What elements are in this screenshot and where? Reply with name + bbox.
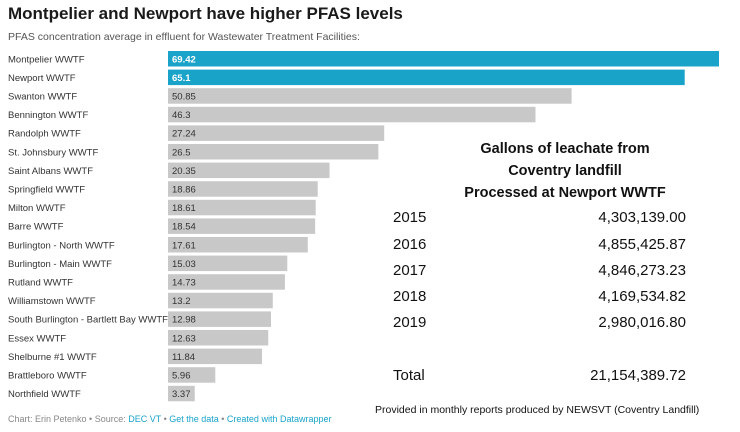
bar-value-label: 18.86 xyxy=(172,184,196,195)
footer-separator: • xyxy=(161,414,170,424)
category-label: Swanton WWTF xyxy=(8,91,77,102)
bar-value-label: 69.42 xyxy=(172,54,196,65)
datawrapper-link[interactable]: Created with Datawrapper xyxy=(226,414,332,424)
get-data-link[interactable]: Get the data xyxy=(169,414,219,424)
bar[interactable] xyxy=(168,311,272,327)
category-label: St. Johnsbury WWTF xyxy=(8,147,98,158)
bar-value-label: 18.61 xyxy=(172,203,196,214)
bar-value-label: 12.98 xyxy=(172,315,196,326)
bar[interactable] xyxy=(168,162,330,179)
category-label: Burlington - Main WWTF xyxy=(8,259,112,270)
chart-subtitle: PFAS concentration average in effluent f… xyxy=(8,31,360,43)
category-label: Bennington WWTF xyxy=(8,110,88,121)
footer-credit: Chart: Erin Petenko • Source: xyxy=(8,414,129,424)
source-link[interactable]: DEC VT xyxy=(128,414,162,424)
bar-value-label: 12.63 xyxy=(172,333,196,344)
bar[interactable] xyxy=(168,181,318,197)
category-label: Burlington - North WWTF xyxy=(8,240,115,251)
category-label: Montpelier WWTF xyxy=(8,54,85,65)
footer-separator: • xyxy=(218,414,227,424)
chart-title: Montpelier and Newport have higher PFAS … xyxy=(8,4,403,23)
bar-value-label: 65.1 xyxy=(172,73,191,84)
bar[interactable] xyxy=(168,218,316,234)
bar-value-label: 11.84 xyxy=(172,352,195,363)
bar[interactable] xyxy=(168,255,288,272)
bar-value-label: 13.2 xyxy=(172,296,191,307)
chart-footer: Chart: Erin Petenko • Source: DEC VT • G… xyxy=(8,414,331,424)
bar[interactable] xyxy=(168,330,269,346)
bar[interactable] xyxy=(168,144,379,160)
category-label: Randolph WWTF xyxy=(8,129,81,140)
bar[interactable] xyxy=(168,125,385,141)
bar-value-label: 46.3 xyxy=(172,110,191,121)
bar-value-label: 18.54 xyxy=(172,222,196,233)
category-label: Milton WWTF xyxy=(8,203,66,214)
bar-value-label: 14.73 xyxy=(172,277,196,288)
leachate-source-note: Provided in monthly reports produced by … xyxy=(375,404,700,416)
category-label: Shelburne #1 WWTF xyxy=(8,352,97,363)
bar-value-label: 5.96 xyxy=(172,370,191,381)
category-label: Williamstown WWTF xyxy=(8,296,96,307)
category-label: South Burlington - Bartlett Bay WWTF xyxy=(8,315,168,326)
bar[interactable] xyxy=(168,292,273,309)
bar-value-label: 27.24 xyxy=(172,129,196,140)
bar-value-label: 20.35 xyxy=(172,166,196,177)
category-label: Barre WWTF xyxy=(8,222,64,233)
bar[interactable] xyxy=(168,274,285,290)
bar[interactable] xyxy=(168,88,572,104)
bar-value-label: 3.37 xyxy=(172,389,191,400)
category-label: Springfield WWTF xyxy=(8,184,85,195)
bar[interactable] xyxy=(168,367,216,383)
category-label: Rutland WWTF xyxy=(8,277,73,288)
bar[interactable] xyxy=(168,106,536,123)
category-label: Newport WWTF xyxy=(8,73,76,84)
category-label: Saint Albans WWTF xyxy=(8,166,93,177)
bar[interactable] xyxy=(168,51,719,67)
bar[interactable] xyxy=(168,199,316,216)
bar-value-label: 17.61 xyxy=(172,240,196,251)
bar-value-label: 15.03 xyxy=(172,259,196,270)
bar-chart: Montpelier WWTF 69.42 Newport WWTF 65.1 Swan… xyxy=(8,51,719,402)
category-label: Essex WWTF xyxy=(8,333,66,344)
bar-value-label: 50.85 xyxy=(172,91,196,102)
category-label: Brattleboro WWTF xyxy=(8,370,87,381)
bar[interactable] xyxy=(168,385,195,402)
bar-value-label: 26.5 xyxy=(172,147,191,158)
bar[interactable] xyxy=(168,69,685,86)
category-label: Northfield WWTF xyxy=(8,389,81,400)
bar[interactable] xyxy=(168,348,262,365)
bar[interactable] xyxy=(168,237,308,253)
